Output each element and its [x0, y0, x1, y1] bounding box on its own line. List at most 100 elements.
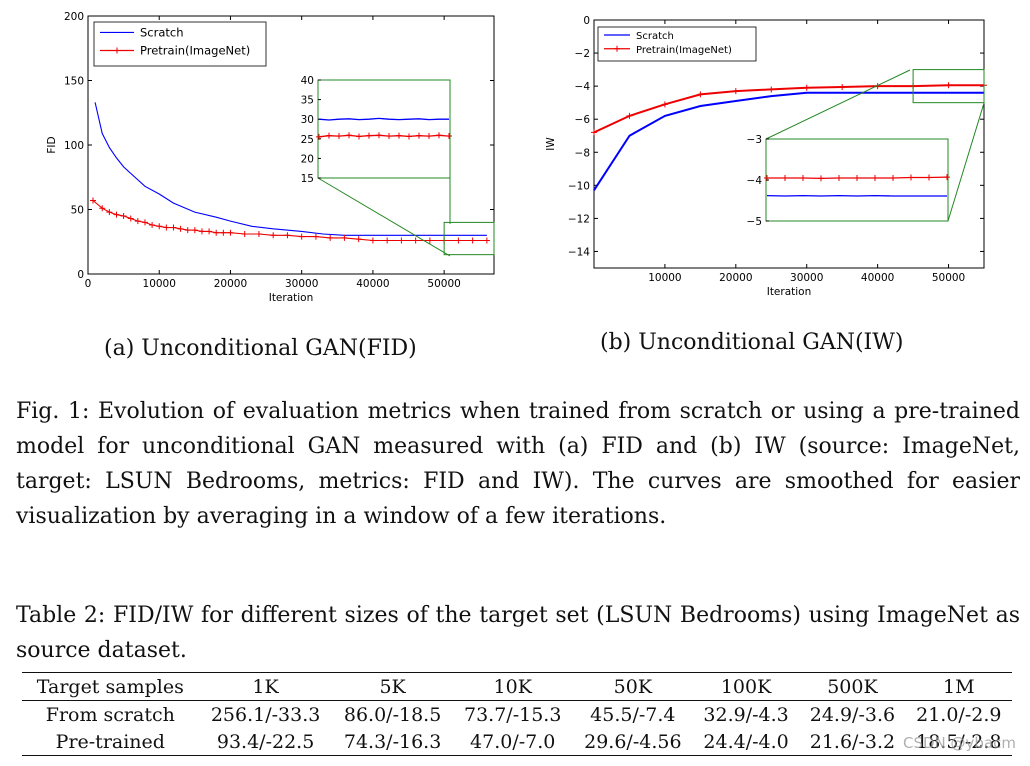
- y-tick-label: 0: [77, 269, 84, 281]
- pretrain-marker: [591, 129, 597, 136]
- pretrain-marker: [177, 225, 184, 232]
- y-axis-label: IW: [545, 137, 557, 151]
- table-cell: 32.9/-4.3: [703, 703, 789, 726]
- pretrain-marker: [626, 112, 633, 119]
- inset-connector: [317, 177, 451, 257]
- inset-pretrain-marker: [944, 174, 950, 181]
- inset-connector: [765, 69, 911, 140]
- pretrain-marker: [255, 231, 262, 238]
- pretrain-marker: [220, 229, 227, 236]
- series-scratch-line: [94, 102, 487, 236]
- inset-pretrain-marker: [908, 174, 914, 181]
- inset-pretrain-marker: [316, 133, 322, 140]
- y-tick-label: −12: [568, 213, 590, 225]
- table-cell: 256.1/-33.3: [210, 703, 321, 726]
- iw-chart: 10000 20000 30000 40000 50000 0 −2 −4 −6 −8 −10 −12…: [545, 15, 987, 298]
- x-tick-label: 50000: [932, 272, 965, 284]
- table-row: From scratch 256.1/-33.3 86.0/-18.5 73.7…: [22, 701, 1012, 729]
- inset-pretrain-marker: [436, 132, 442, 139]
- pretrain-marker: [369, 237, 376, 244]
- inset-pretrain-marker: [854, 174, 860, 181]
- pretrain-marker: [191, 227, 198, 234]
- pretrain-marker: [198, 228, 205, 235]
- x-tick-label: 50000: [427, 278, 460, 290]
- pretrain-marker: [89, 197, 96, 204]
- inset-pretrain-marker: [782, 174, 788, 181]
- inset-pretrain-marker: [446, 133, 452, 140]
- inset-frame: [317, 79, 451, 179]
- pretrain-marker: [312, 233, 319, 240]
- pretrain-marker: [455, 237, 462, 244]
- table-cell: Pre-trained: [55, 730, 165, 753]
- pretrain-marker: [141, 219, 148, 226]
- series-scratch-line: [593, 91, 984, 191]
- y-tick-label: −2: [575, 48, 590, 60]
- results-table: Target samples 1K 5K 10K 50K 100K 500K 1…: [22, 672, 1012, 756]
- inset-pretrain-marker: [426, 133, 432, 140]
- y-tick-label: −6: [575, 114, 591, 126]
- inset-pretrain-marker: [872, 174, 878, 181]
- pretrain-marker: [298, 233, 305, 240]
- pretrain-marker: [127, 215, 134, 222]
- table-cell: 93.4/-22.5: [216, 730, 315, 753]
- series-pretrain-line: [92, 200, 487, 242]
- x-tick-label: 20000: [214, 278, 247, 290]
- pretrain-marker: [156, 223, 163, 230]
- inset-y-tick-label: 15: [301, 173, 314, 185]
- x-tick-label: 30000: [285, 278, 318, 290]
- pretrain-marker: [661, 101, 668, 108]
- inset-connector: [947, 102, 985, 222]
- inset-pretrain-marker: [356, 133, 362, 140]
- watermark: CSDN @ybacm: [903, 734, 1016, 752]
- inset-pretrain-marker: [386, 133, 392, 140]
- pretrain-marker: [803, 84, 810, 91]
- pretrain-marker: [113, 211, 120, 218]
- pretrain-marker: [426, 237, 433, 244]
- pretrain-marker: [170, 224, 177, 231]
- inset-y-tick-label: 35: [301, 95, 314, 107]
- legend-box: [597, 26, 757, 62]
- pretrain-marker: [134, 218, 141, 225]
- table-caption: Table 2: FID/IW for different sizes of t…: [16, 603, 1020, 663]
- inset-pretrain-marker: [346, 132, 352, 139]
- pretrain-marker: [149, 221, 156, 228]
- table-cell: 74.3/-16.3: [343, 730, 442, 753]
- y-tick-label: −4: [575, 81, 591, 93]
- table-cell: 45.5/-7.4: [590, 703, 676, 726]
- inset-y-tick-label: 20: [301, 153, 314, 165]
- y-tick-label: −14: [568, 246, 590, 258]
- y-axis-label: FID: [46, 136, 58, 153]
- pretrain-marker: [106, 209, 113, 216]
- header-cell: 100K: [720, 675, 772, 698]
- figure-caption: Fig. 1: Evolution of evaluation metrics …: [16, 399, 1020, 529]
- table-cell: 21.6/-3.2: [809, 730, 896, 753]
- pretrain-marker: [163, 224, 170, 231]
- legend-scratch-label: Scratch: [636, 31, 674, 42]
- x-tick-label: 10000: [143, 278, 176, 290]
- header-cell: 10K: [493, 675, 532, 698]
- x-tick-label: 40000: [861, 272, 894, 284]
- table-cell: 18.5/-2.8: [916, 730, 1002, 753]
- pretrain-marker: [768, 86, 775, 93]
- inset-pretrain-marker: [836, 174, 842, 181]
- table-cell: 86.0/-18.5: [343, 703, 442, 726]
- x-tick-label: 40000: [356, 278, 389, 290]
- legend-pretrain-marker: [114, 47, 120, 54]
- y-tick-label: 150: [64, 76, 84, 88]
- subcaption-a: (a) Unconditional GAN(FID): [104, 336, 417, 361]
- pretrain-marker: [120, 212, 127, 219]
- inset-pretrain-marker: [376, 132, 382, 139]
- inset-pretrain-marker: [326, 132, 332, 139]
- pretrain-marker: [483, 237, 490, 244]
- zoom-region-box: [912, 69, 985, 104]
- pretrain-marker: [227, 229, 234, 236]
- inset-y-tick-label: 40: [301, 75, 314, 87]
- pretrain-marker: [213, 229, 220, 236]
- table-cell: 29.6/-4.56: [584, 730, 682, 753]
- inset-y-tick-label: −3: [747, 134, 762, 146]
- plot-frame: [593, 19, 985, 269]
- pretrain-marker: [99, 205, 106, 212]
- pretrain-marker: [270, 232, 277, 239]
- pretrain-marker: [184, 227, 191, 234]
